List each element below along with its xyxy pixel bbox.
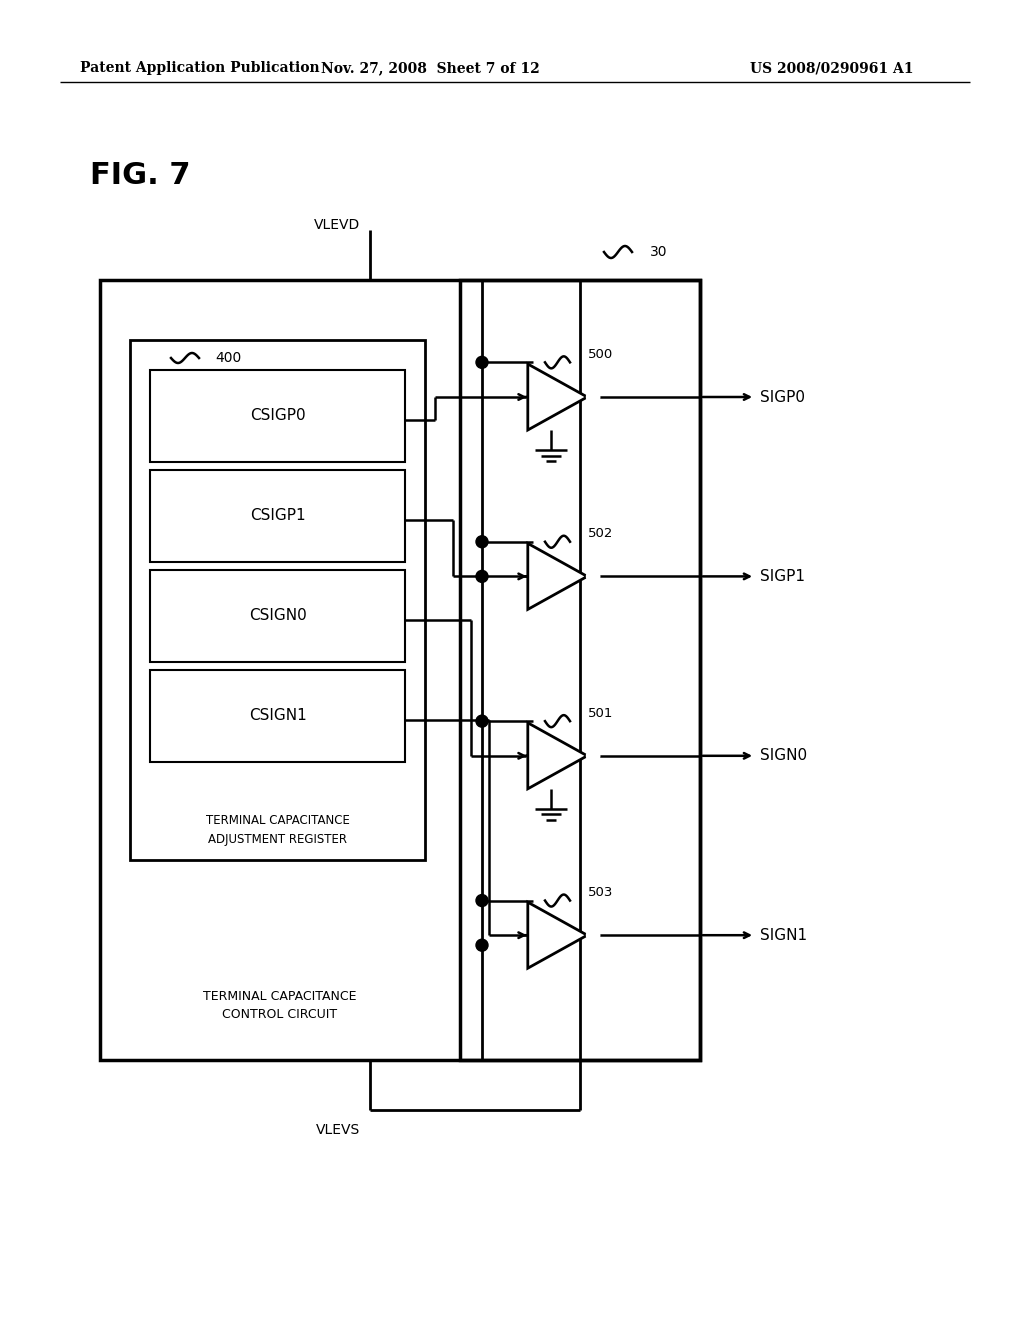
Bar [100,280,700,1060]
Bar [150,370,406,462]
Circle shape [587,750,599,762]
Polygon shape [527,364,587,430]
Text: CSIGP1: CSIGP1 [250,508,305,524]
Text: SIGN1: SIGN1 [760,928,807,942]
Text: FIG. 7: FIG. 7 [90,161,190,190]
Bar [130,341,425,861]
Bar [150,671,406,762]
Polygon shape [527,544,587,610]
Text: Patent Application Publication: Patent Application Publication [80,61,319,75]
Text: Nov. 27, 2008  Sheet 7 of 12: Nov. 27, 2008 Sheet 7 of 12 [321,61,540,75]
Polygon shape [527,902,587,968]
Circle shape [587,929,599,941]
Text: CSIGN1: CSIGN1 [249,709,306,723]
Text: 30: 30 [650,246,668,259]
Bar [150,570,406,663]
Text: TERMINAL CAPACITANCE
CONTROL CIRCUIT: TERMINAL CAPACITANCE CONTROL CIRCUIT [203,990,356,1020]
Circle shape [476,570,488,582]
Text: VLEVD: VLEVD [313,218,360,232]
Text: SIGN0: SIGN0 [760,748,807,763]
Circle shape [476,356,488,368]
Circle shape [476,536,488,548]
Bar [460,280,700,1060]
Circle shape [476,715,488,727]
Text: 400: 400 [215,351,242,366]
Circle shape [587,570,599,582]
Polygon shape [527,723,587,789]
Text: TERMINAL CAPACITANCE
ADJUSTMENT REGISTER: TERMINAL CAPACITANCE ADJUSTMENT REGISTER [206,814,349,846]
Text: VLEVS: VLEVS [315,1123,360,1137]
Text: CSIGP0: CSIGP0 [250,408,305,424]
Text: 502: 502 [588,527,613,540]
Text: SIGP0: SIGP0 [760,389,805,404]
Text: 503: 503 [588,886,613,899]
Circle shape [587,391,599,403]
Text: US 2008/0290961 A1: US 2008/0290961 A1 [750,61,913,75]
Text: CSIGN0: CSIGN0 [249,609,306,623]
Text: SIGP1: SIGP1 [760,569,805,583]
Circle shape [476,895,488,907]
Circle shape [476,940,488,952]
Text: 500: 500 [588,348,612,360]
Bar [150,470,406,562]
Text: 501: 501 [588,706,613,719]
